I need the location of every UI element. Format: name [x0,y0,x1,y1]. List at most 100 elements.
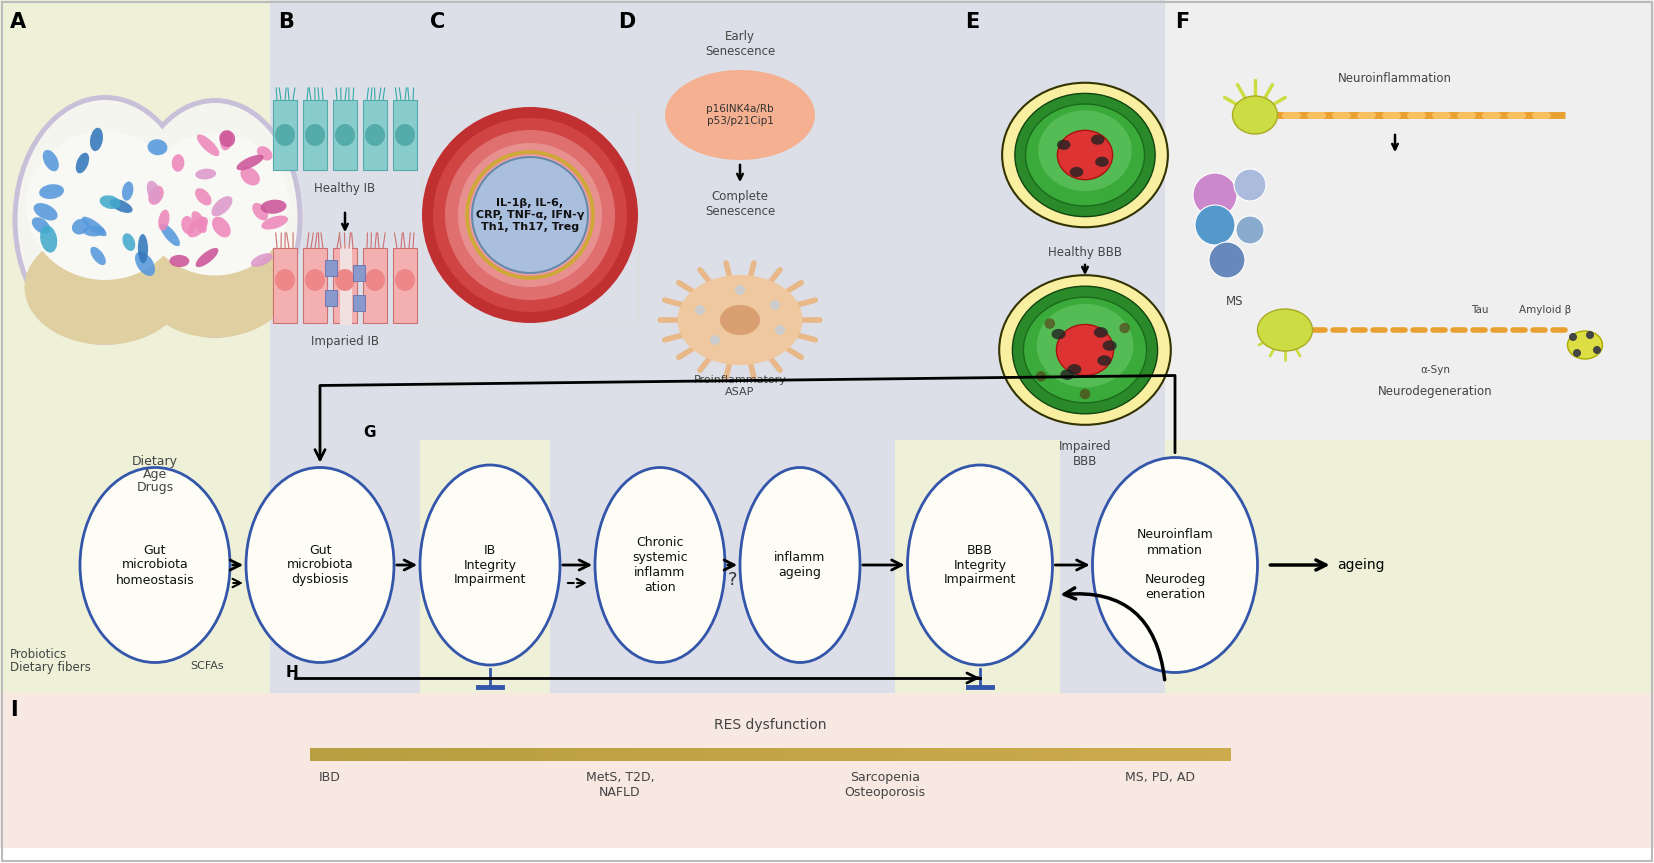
Bar [356,748,366,761]
Text: IB
Integrity
Impairment: IB Integrity Impairment [453,544,526,587]
Ellipse shape [76,153,89,173]
Text: Neuroinflammation: Neuroinflammation [1338,72,1452,85]
Text: Neurodegeneration: Neurodegeneration [1378,385,1492,398]
Bar [438,748,448,761]
Text: Early
Senescence: Early Senescence [705,30,776,58]
Bar [0,0,270,440]
Ellipse shape [1025,104,1145,206]
Ellipse shape [13,95,197,345]
Bar [1001,748,1011,761]
Ellipse shape [169,255,189,268]
Bar [485,748,495,761]
Ellipse shape [1103,340,1116,351]
Ellipse shape [246,468,394,663]
Bar [303,100,327,170]
Ellipse shape [172,154,184,172]
Ellipse shape [220,130,235,147]
Bar [362,248,387,323]
Bar [521,748,533,761]
Circle shape [445,130,615,300]
Bar [394,100,417,170]
Bar [991,748,1001,761]
Bar [1120,748,1130,761]
Ellipse shape [40,225,58,253]
Ellipse shape [182,216,195,235]
Bar [834,748,845,761]
Circle shape [1593,346,1601,354]
Circle shape [1209,242,1245,278]
Ellipse shape [79,468,230,663]
Bar [1073,748,1083,761]
Ellipse shape [1093,457,1257,672]
Text: MetS, T2D,
NAFLD: MetS, T2D, NAFLD [586,771,655,799]
Bar [347,748,357,761]
Ellipse shape [83,217,106,236]
Bar [595,748,605,761]
Bar [567,748,577,761]
Bar [0,848,1654,863]
Bar [273,100,298,170]
Bar [0,693,1654,863]
Text: Drugs: Drugs [136,481,174,494]
Text: Sarcopenia
Osteoporosis: Sarcopenia Osteoporosis [845,771,926,799]
Ellipse shape [1039,110,1131,191]
Bar [797,748,807,761]
Bar [1055,748,1065,761]
Bar [944,748,954,761]
Bar [412,748,422,761]
Bar [1148,748,1158,761]
Ellipse shape [719,305,759,335]
Bar [1110,748,1121,761]
Text: Tau: Tau [1472,305,1489,315]
Bar [341,245,352,325]
Ellipse shape [304,269,324,291]
Ellipse shape [83,226,104,236]
Bar [549,748,559,761]
Bar [332,248,357,323]
Ellipse shape [147,180,160,204]
Circle shape [1193,173,1237,217]
Circle shape [1234,169,1265,201]
Text: MS: MS [1226,295,1244,308]
Ellipse shape [91,247,106,265]
Ellipse shape [275,269,294,291]
Bar [586,748,595,761]
Ellipse shape [261,216,288,230]
Bar [632,748,642,761]
Bar [936,748,946,761]
Bar [1092,748,1102,761]
Bar [362,100,387,170]
Bar [1027,748,1037,761]
Ellipse shape [1095,157,1108,167]
Bar [303,248,327,323]
Ellipse shape [220,130,233,150]
Bar [807,748,817,761]
Circle shape [422,107,638,323]
Text: ageing: ageing [1338,558,1384,572]
Bar [352,265,366,281]
Text: inflamm
ageing: inflamm ageing [774,551,825,579]
Bar [789,748,799,761]
Ellipse shape [147,139,167,155]
Bar [476,748,486,761]
Circle shape [710,335,719,345]
Ellipse shape [195,248,218,268]
Ellipse shape [908,465,1052,665]
Ellipse shape [665,70,815,160]
Ellipse shape [1052,329,1065,339]
Bar [270,0,1164,440]
Text: ?: ? [728,571,738,589]
Text: Amyloid β: Amyloid β [1518,305,1571,315]
Bar [1037,748,1047,761]
Ellipse shape [187,217,208,237]
Text: Dietary: Dietary [132,455,179,468]
Text: B: B [278,12,294,32]
Ellipse shape [1024,297,1146,403]
Bar [779,748,789,761]
Circle shape [734,285,744,295]
Bar [559,748,569,761]
Bar [751,748,762,761]
Bar [366,748,375,761]
Bar [1184,748,1194,761]
Bar [332,100,357,170]
